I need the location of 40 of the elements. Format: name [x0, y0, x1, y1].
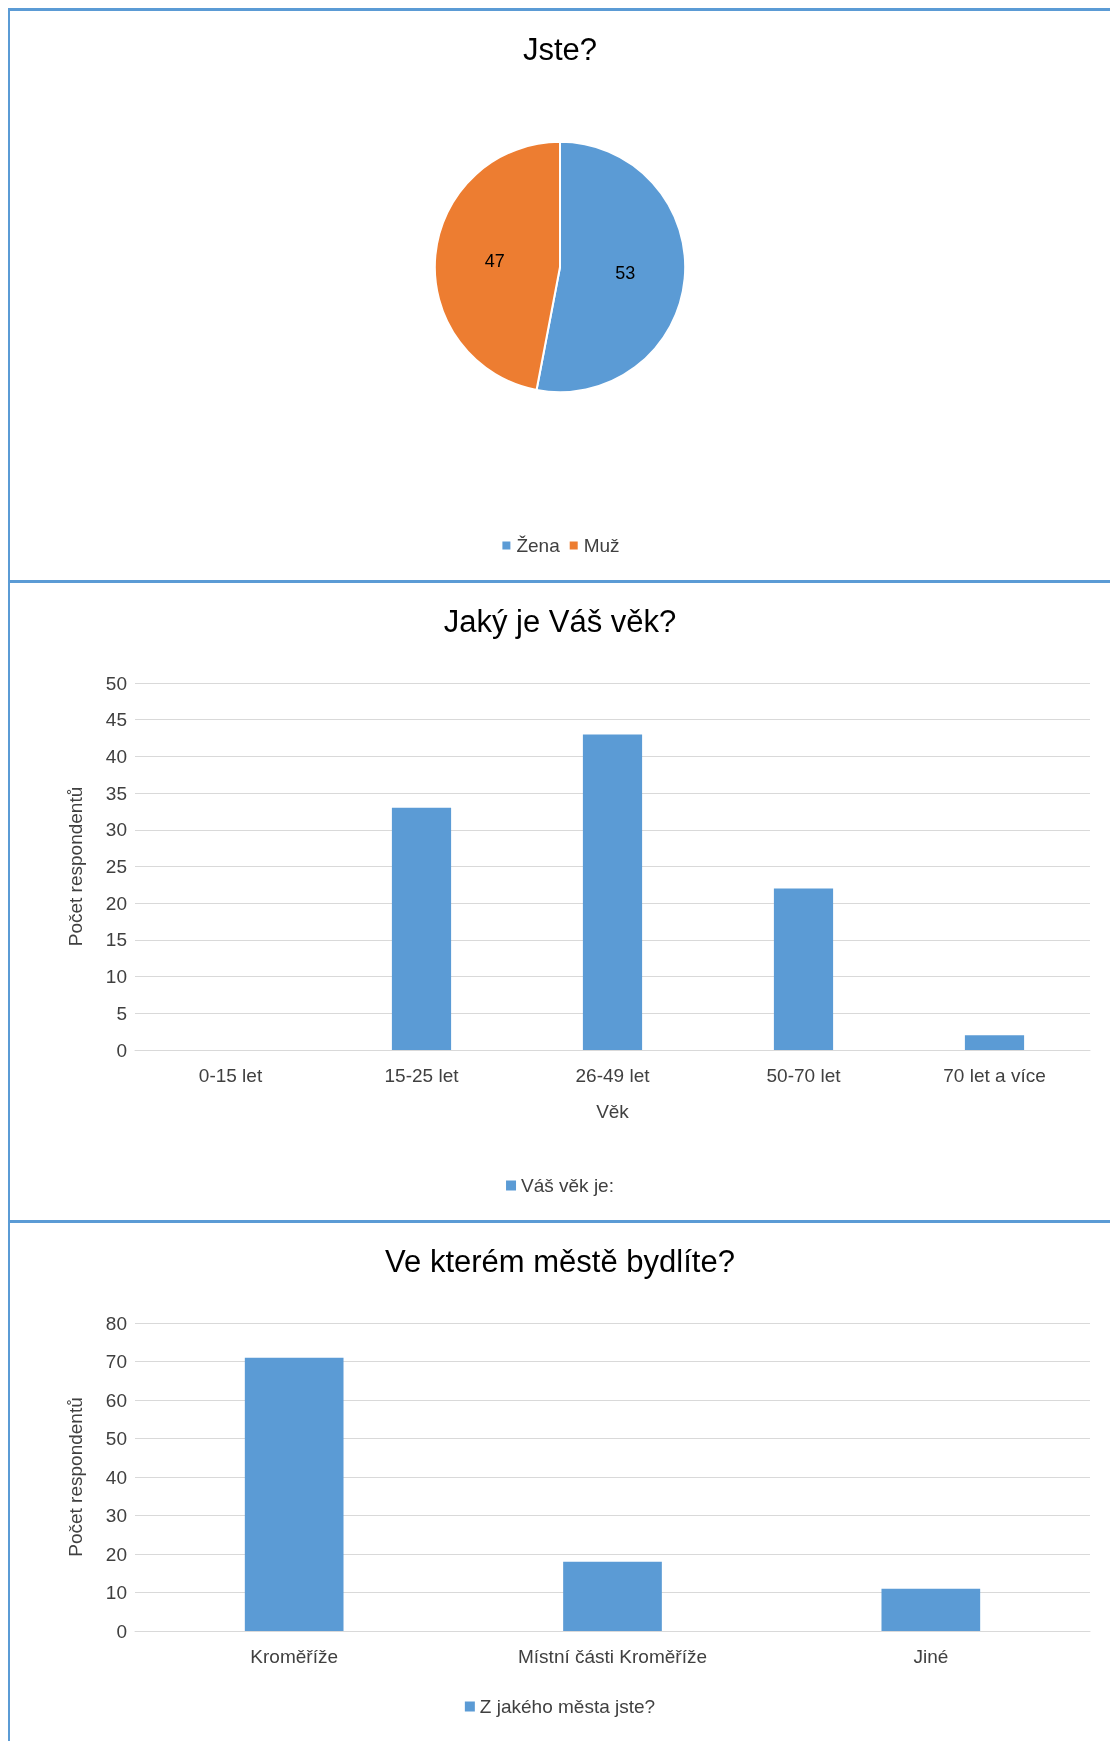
chart-title: Jaký je Váš věk? — [443, 604, 677, 639]
x-tick-label: 0-15 let — [198, 1065, 263, 1086]
y-tick-label: 15 — [105, 929, 127, 951]
x-tick-label: 70 let a více — [943, 1065, 1046, 1086]
chart-title: Jste? — [522, 32, 598, 67]
data-label: 47 — [484, 250, 505, 271]
y-tick-label: 0 — [116, 1039, 127, 1061]
data-label: 53 — [615, 263, 636, 284]
y-tick-label: 45 — [105, 709, 127, 731]
x-tick-label: Místní části Kroměříže — [518, 1646, 707, 1667]
y-tick-label: 10 — [105, 1582, 127, 1603]
y-tick-label: 30 — [105, 819, 127, 841]
y-tick-label: 35 — [105, 782, 127, 804]
y-axis-title: Počet respondentů — [65, 1397, 86, 1557]
chart-title: Ve kterém městě bydlíte? — [385, 1244, 735, 1279]
y-tick-label: 25 — [105, 856, 127, 877]
y-tick-label: 10 — [105, 966, 127, 988]
y-tick-label: 50 — [105, 672, 127, 694]
y-tick-label: 5 — [116, 1002, 127, 1024]
x-tick-label: 15-25 let — [384, 1065, 460, 1086]
legend-label: Váš věk je: — [521, 1175, 614, 1196]
legend-label: Žena — [516, 535, 561, 556]
y-tick-label: 80 — [105, 1312, 127, 1334]
y-tick-label: 20 — [105, 1543, 127, 1565]
y-tick-label: 50 — [105, 1428, 127, 1449]
x-tick-label: 26-49 let — [575, 1065, 651, 1086]
x-tick-label: Jiné — [913, 1646, 949, 1667]
x-tick-label: 50-70 let — [766, 1065, 842, 1086]
y-tick-label: 20 — [105, 892, 127, 914]
y-tick-label: 0 — [116, 1620, 127, 1642]
y-tick-label: 60 — [105, 1389, 127, 1411]
y-axis-title: Počet respondentů — [65, 786, 86, 947]
y-tick-label: 40 — [105, 1466, 127, 1488]
legend-label: Z jakého města jste? — [479, 1696, 656, 1717]
x-tick-label: Kroměříže — [250, 1646, 338, 1667]
y-tick-label: 30 — [105, 1505, 127, 1526]
y-tick-label: 40 — [105, 745, 127, 767]
y-tick-label: 70 — [105, 1351, 127, 1372]
x-axis-title: Věk — [596, 1101, 630, 1122]
legend-label: Muž — [583, 535, 620, 556]
